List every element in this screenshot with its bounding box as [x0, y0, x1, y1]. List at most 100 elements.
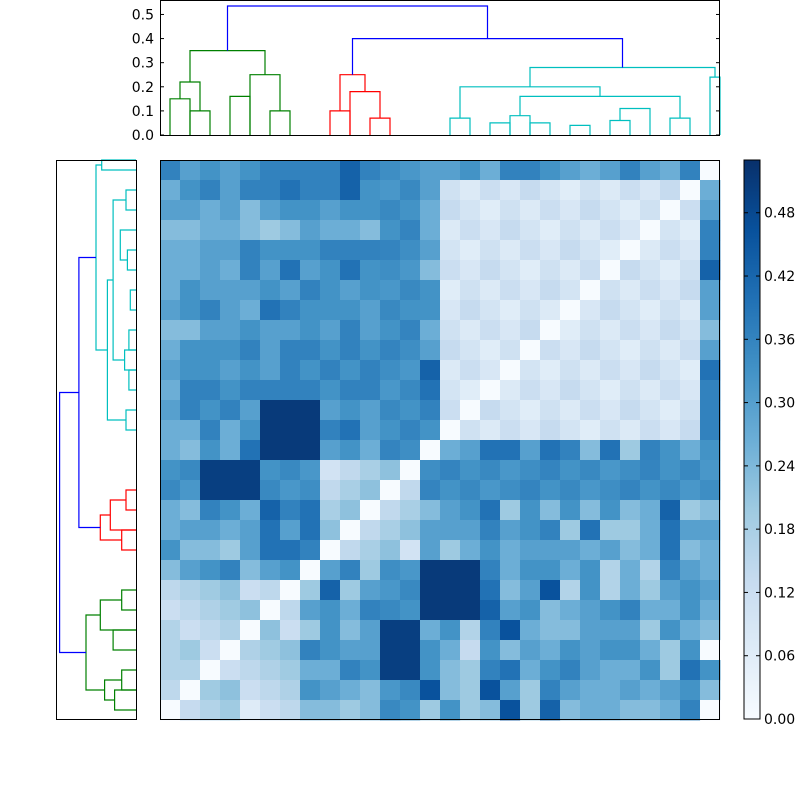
heatmap-frame: [160, 160, 720, 720]
heatmap-cell: [160, 180, 181, 201]
heatmap-cell: [280, 600, 301, 621]
heatmap-cell: [600, 440, 621, 461]
heatmap-cell: [380, 220, 401, 241]
heatmap-cell: [180, 340, 201, 361]
heatmap-cell: [320, 380, 341, 401]
heatmap-cell: [600, 500, 621, 521]
heatmap-cell: [240, 200, 261, 221]
heatmap-cell: [600, 700, 621, 721]
heatmap-cell: [540, 180, 561, 201]
heatmap-cell: [320, 520, 341, 541]
heatmap-cell: [580, 560, 601, 581]
heatmap-cell: [260, 640, 281, 661]
heatmap-cell: [300, 380, 321, 401]
heatmap-cell: [280, 520, 301, 541]
heatmap-cell: [520, 580, 541, 601]
heatmap-cell: [440, 700, 461, 721]
heatmap-cells: [160, 160, 721, 721]
heatmap-cell: [620, 580, 641, 601]
heatmap-cell: [440, 320, 461, 341]
heatmap-cell: [340, 260, 361, 281]
heatmap-cell: [440, 660, 461, 681]
heatmap-cell: [180, 620, 201, 641]
heatmap-cell: [480, 680, 501, 701]
heatmap-cell: [500, 460, 521, 481]
heatmap-cell: [220, 420, 241, 441]
left-dendrogram-link: [125, 489, 136, 511]
top-dendrogram-link: [509, 115, 531, 135]
heatmap-cell: [580, 600, 601, 621]
heatmap-cell: [400, 280, 421, 301]
heatmap-cell: [240, 480, 261, 501]
heatmap-cell: [700, 620, 721, 641]
heatmap-cell: [320, 320, 341, 341]
colorbar-tick-label: 0.00: [764, 712, 795, 728]
heatmap-cell: [400, 160, 421, 181]
heatmap-cell: [180, 220, 201, 241]
heatmap-cell: [300, 220, 321, 241]
heatmap-cell: [440, 240, 461, 261]
heatmap-cell: [400, 320, 421, 341]
heatmap-cell: [660, 560, 681, 581]
heatmap-cell: [160, 620, 181, 641]
heatmap-cell: [680, 540, 701, 561]
heatmap-cell: [480, 300, 501, 321]
heatmap-cell: [400, 660, 421, 681]
heatmap-cell: [300, 480, 321, 501]
heatmap-cell: [340, 360, 361, 381]
heatmap-cell: [600, 560, 621, 581]
left-dendrogram-link: [99, 599, 136, 631]
heatmap-cell: [660, 460, 681, 481]
heatmap-cell: [460, 280, 481, 301]
heatmap-cell: [500, 580, 521, 601]
heatmap-cell: [680, 320, 701, 341]
heatmap-cell: [620, 220, 641, 241]
heatmap-cell: [660, 440, 681, 461]
heatmap-cell: [580, 580, 601, 601]
heatmap-cell: [320, 500, 341, 521]
heatmap-cell: [640, 440, 661, 461]
heatmap-cell: [660, 320, 681, 341]
heatmap-cell: [540, 200, 561, 221]
heatmap-cell: [360, 680, 381, 701]
heatmap-cell: [660, 400, 681, 421]
heatmap-cell: [540, 240, 561, 261]
heatmap-cell: [160, 360, 181, 381]
heatmap-cell: [460, 440, 481, 461]
heatmap-cell: [640, 360, 661, 381]
heatmap-cell: [620, 440, 641, 461]
heatmap-cell: [680, 700, 701, 721]
heatmap-cell: [160, 580, 181, 601]
heatmap-cell: [600, 280, 621, 301]
heatmap-cell: [540, 500, 561, 521]
heatmap-cell: [540, 660, 561, 681]
heatmap-cell: [360, 560, 381, 581]
heatmap-cell: [680, 600, 701, 621]
heatmap-cell: [300, 700, 321, 721]
heatmap-cell: [440, 380, 461, 401]
heatmap-cell: [400, 360, 421, 381]
heatmap-cell: [260, 360, 281, 381]
heatmap-cell: [640, 500, 661, 521]
left-dendrogram-link: [112, 199, 126, 361]
heatmap-cell: [380, 460, 401, 481]
heatmap-cell: [200, 500, 221, 521]
heatmap-cell: [540, 440, 561, 461]
heatmap-cell: [380, 240, 401, 261]
heatmap-cell: [700, 500, 721, 521]
heatmap-cell: [700, 700, 721, 721]
heatmap-cell: [200, 600, 221, 621]
top-dendrogram-frame: [160, 0, 720, 136]
heatmap-cell: [420, 600, 441, 621]
heatmap-cell: [380, 200, 401, 221]
heatmap-cell: [380, 380, 401, 401]
heatmap-cell: [660, 180, 681, 201]
heatmap-cell: [420, 220, 441, 241]
heatmap-cell: [580, 440, 601, 461]
heatmap-cell: [280, 700, 301, 721]
heatmap-cell: [280, 640, 301, 661]
heatmap-cell: [660, 240, 681, 261]
heatmap-cell: [480, 600, 501, 621]
heatmap-cell: [240, 180, 261, 201]
heatmap-cell: [500, 640, 521, 661]
